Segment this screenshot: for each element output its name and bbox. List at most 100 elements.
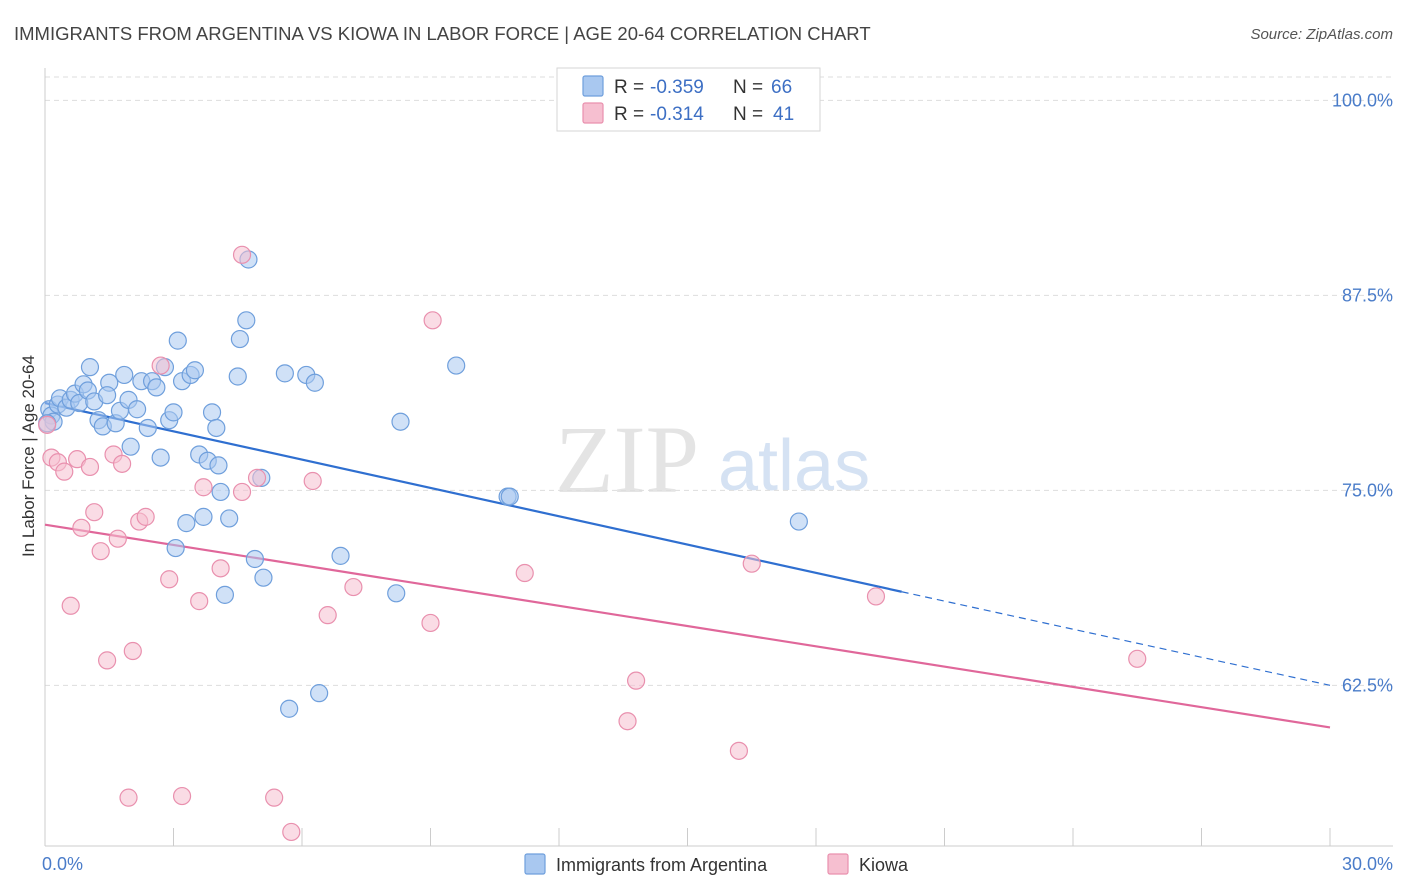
point-kiowa-0	[38, 415, 57, 434]
x-tick-labels: 0.0% 30.0%	[42, 854, 1393, 874]
point-kiowa-40	[1128, 649, 1147, 668]
y-tick-label-2: 87.5%	[1342, 285, 1393, 305]
point-kiowa-23	[211, 559, 230, 578]
point-argentina-42	[211, 482, 230, 502]
point-kiowa-3	[55, 462, 74, 481]
point-kiowa-9	[91, 542, 110, 561]
point-kiowa-13	[112, 454, 132, 473]
series-legend-label-kiowa[interactable]: Kiowa	[859, 855, 909, 875]
point-argentina-23	[138, 418, 157, 438]
point-argentina-63	[789, 512, 808, 531]
point-kiowa-36	[626, 671, 646, 690]
series-legend-swatch-argentina[interactable]	[524, 853, 546, 875]
point-argentina-33	[177, 514, 196, 533]
point-kiowa-32	[421, 613, 440, 633]
point-kiowa-29	[303, 471, 322, 491]
point-argentina-30	[166, 538, 185, 558]
point-kiowa-12	[108, 529, 127, 548]
x-tick-label-0: 0.0%	[42, 854, 83, 874]
point-argentina-20	[121, 437, 140, 456]
point-kiowa-4	[61, 596, 80, 615]
y-tick-labels: 62.5% 75.0% 87.5% 100.0%	[1332, 90, 1393, 695]
legend-r-label-argentina: R =	[614, 77, 644, 98]
point-kiowa-38	[742, 554, 761, 573]
point-argentina-29	[164, 403, 183, 422]
point-kiowa-27	[265, 788, 284, 807]
legend-swatch-argentina	[582, 75, 604, 97]
y-tick-label-3: 100.0%	[1332, 90, 1393, 110]
point-argentina-11	[80, 358, 100, 377]
point-argentina-18	[115, 365, 134, 385]
watermark-zip: ZIP	[555, 406, 699, 513]
point-kiowa-28	[282, 822, 301, 842]
point-argentina-52	[275, 364, 294, 383]
point-argentina-57	[331, 546, 350, 565]
point-kiowa-6	[72, 518, 91, 537]
point-argentina-25	[147, 378, 166, 397]
point-argentina-51	[254, 568, 273, 587]
grid-lines	[45, 76, 1393, 686]
point-argentina-53	[280, 699, 299, 718]
point-argentina-65	[98, 386, 117, 405]
watermark: ZIP atlas	[555, 406, 870, 513]
point-argentina-26	[151, 448, 170, 467]
point-argentina-58	[387, 584, 406, 603]
point-kiowa-34	[515, 563, 534, 583]
watermark-atlas: atlas	[718, 426, 870, 506]
y-tick-label-0: 62.5%	[1342, 675, 1393, 695]
point-argentina-59	[391, 412, 410, 431]
point-argentina-45	[228, 367, 247, 386]
point-argentina-60	[447, 356, 466, 375]
legend-n-value-argentina: 66	[771, 77, 792, 98]
series-legend-swatch-kiowa[interactable]	[827, 853, 849, 875]
point-kiowa-19	[160, 570, 179, 589]
point-argentina-55	[305, 373, 324, 392]
point-argentina-43	[215, 585, 234, 604]
point-kiowa-39	[866, 587, 886, 606]
point-argentina-62	[500, 487, 519, 506]
x-tick-label-1: 30.0%	[1342, 854, 1393, 874]
trend-line-argentina-extension	[901, 591, 1331, 686]
point-kiowa-20	[172, 786, 192, 806]
stats-legend: R = -0.359 N = 66 R = -0.314 N = 41	[556, 67, 821, 132]
legend-n-label-argentina: N =	[733, 77, 763, 98]
point-argentina-40	[207, 418, 226, 438]
point-argentina-21	[127, 400, 147, 419]
point-kiowa-33	[423, 311, 442, 330]
point-kiowa-31	[344, 577, 363, 597]
point-kiowa-17	[136, 507, 155, 526]
point-kiowa-21	[190, 592, 209, 611]
point-argentina-56	[310, 684, 329, 703]
y-axis-label: In Labor Force | Age 20-64	[19, 355, 38, 557]
point-kiowa-18	[151, 356, 170, 375]
point-argentina-46	[230, 329, 249, 349]
series-legend: Immigrants from Argentina Kiowa	[524, 853, 909, 875]
series-legend-label-argentina[interactable]: Immigrants from Argentina	[556, 855, 768, 875]
point-kiowa-7	[80, 457, 100, 477]
point-argentina-31	[168, 331, 187, 350]
legend-n-label-kiowa: N =	[733, 104, 763, 125]
point-kiowa-25	[232, 245, 252, 264]
point-argentina-49	[245, 549, 264, 569]
point-kiowa-26	[247, 468, 267, 487]
legend-r-label-kiowa: R =	[614, 104, 644, 125]
source-label[interactable]: Source: ZipAtlas.com	[1250, 26, 1393, 43]
point-kiowa-35	[618, 712, 637, 731]
y-tick-label-1: 75.0%	[1342, 480, 1393, 500]
point-argentina-41	[209, 456, 228, 475]
point-argentina-37	[194, 507, 213, 526]
legend-r-value-argentina: -0.359	[650, 77, 704, 98]
point-argentina-44	[220, 509, 239, 528]
point-kiowa-15	[123, 641, 142, 661]
scatter-points	[38, 245, 1147, 842]
chart-title: IMMIGRANTS FROM ARGENTINA VS KIOWA IN LA…	[14, 23, 871, 44]
point-argentina-47	[237, 311, 256, 330]
point-argentina-39	[202, 403, 222, 422]
point-kiowa-37	[729, 741, 749, 760]
legend-n-value-kiowa: 41	[773, 104, 794, 125]
trend-line-kiowa	[44, 523, 1331, 729]
point-kiowa-10	[98, 651, 117, 670]
point-argentina-35	[185, 361, 205, 380]
point-kiowa-22	[194, 478, 213, 497]
point-kiowa-24	[232, 482, 252, 502]
